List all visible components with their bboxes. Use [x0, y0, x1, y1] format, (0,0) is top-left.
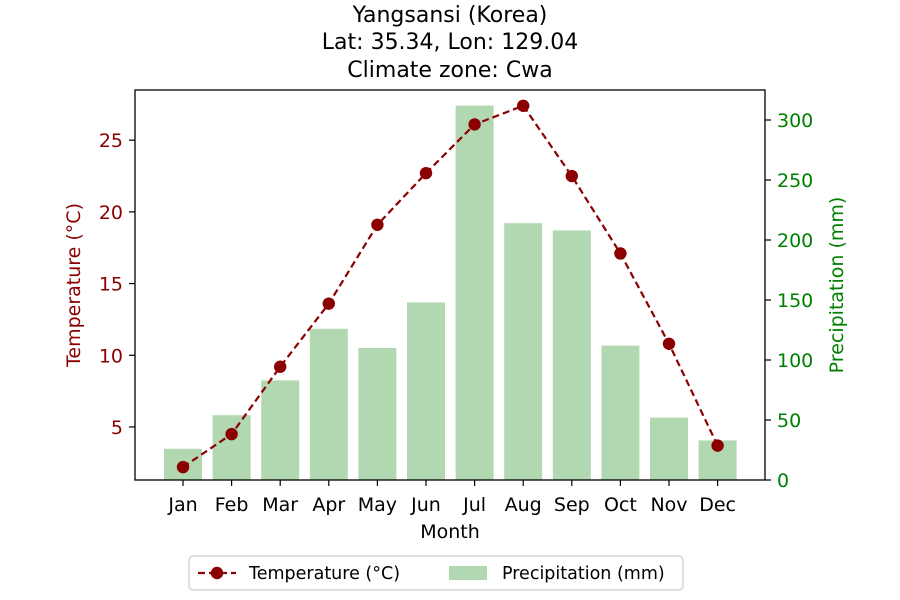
x-tick-label: Aug [505, 494, 542, 516]
x-tick-label: Sep [554, 494, 590, 516]
precipitation-bar [650, 417, 688, 480]
plot-frame [134, 89, 766, 481]
x-tick-label: May [358, 494, 397, 516]
temperature-line [176, 99, 724, 474]
temperature-point [662, 337, 676, 350]
precipitation-bar [309, 328, 348, 480]
temperature-point [176, 460, 190, 474]
x-tick-label: Apr [312, 494, 345, 516]
legend: Temperature (°C) Precipitation (mm) [188, 555, 684, 591]
precipitation-bar [552, 230, 591, 480]
x-tick-label: Jun [410, 494, 441, 516]
x-tick-label: Feb [215, 494, 249, 516]
x-axis: Jan Feb Mar Apr May Jun Jul Aug Sep Oct Nov Dec [167, 480, 736, 516]
legend-precipitation-swatch [449, 566, 487, 580]
temperature-point [517, 99, 530, 112]
legend-temperature-dot-marker [210, 566, 224, 580]
temperature-point [565, 169, 578, 183]
chart-title: Yangsansi (Korea) Lat: 35.34, Lon: 129.0… [322, 3, 578, 83]
left-y-tick-label: 25 [99, 130, 123, 152]
temperature-line-path [182, 104, 719, 469]
legend-precipitation-label: Precipitation (mm) [502, 564, 665, 584]
precipitation-bar [455, 105, 494, 480]
temperature-point [274, 360, 287, 373]
left-y-tick-label: 20 [99, 202, 123, 224]
right-y-tick-label: 100 [777, 350, 813, 372]
x-tick-label: Jan [167, 494, 197, 516]
temperature-point [468, 118, 481, 131]
left-y-tick-label: 5 [111, 417, 123, 439]
legend-frame [188, 555, 684, 591]
title-line-1: Yangsansi (Korea) [352, 3, 548, 28]
temperature-point [371, 218, 384, 231]
x-tick-label: Mar [262, 494, 298, 516]
x-tick-label: Nov [650, 494, 687, 516]
x-axis-label: Month [420, 521, 480, 543]
legend-temperature-label: Temperature (°C) [248, 564, 400, 584]
right-y-tick-label: 0 [777, 470, 789, 492]
right-y-axis: 0 50 100 150 200 250 300 [765, 110, 813, 492]
temperature-point [419, 166, 433, 180]
left-y-tick-label: 15 [99, 274, 123, 296]
title-line-3: Climate zone: Cwa [347, 58, 552, 83]
x-tick-label: Dec [699, 494, 736, 516]
left-y-tick-label: 10 [99, 345, 123, 367]
precipitation-bar [504, 223, 543, 480]
precipitation-bars [164, 105, 737, 480]
precipitation-bar [358, 348, 397, 480]
temperature-point [225, 427, 238, 441]
right-y-tick-label: 300 [777, 110, 813, 132]
precipitation-bar [212, 415, 251, 480]
precipitation-bar [261, 380, 300, 480]
x-tick-label: Oct [604, 494, 637, 516]
precipitation-bar [601, 345, 640, 480]
left-y-axis-label: Temperature (°C) [63, 203, 85, 368]
title-line-2: Lat: 35.34, Lon: 129.04 [322, 30, 578, 55]
temperature-point [322, 297, 335, 310]
left-y-axis: 5 10 15 20 25 [99, 130, 135, 439]
right-y-tick-label: 200 [777, 230, 813, 252]
right-y-tick-label: 250 [777, 170, 813, 192]
x-tick-label: Jul [462, 494, 486, 516]
precipitation-bar [407, 302, 445, 480]
right-y-tick-label: 50 [777, 410, 801, 432]
temperature-point [614, 247, 627, 260]
temperature-point [711, 439, 724, 452]
right-y-axis-label: Precipitation (mm) [826, 197, 848, 374]
right-y-tick-label: 150 [777, 290, 813, 312]
